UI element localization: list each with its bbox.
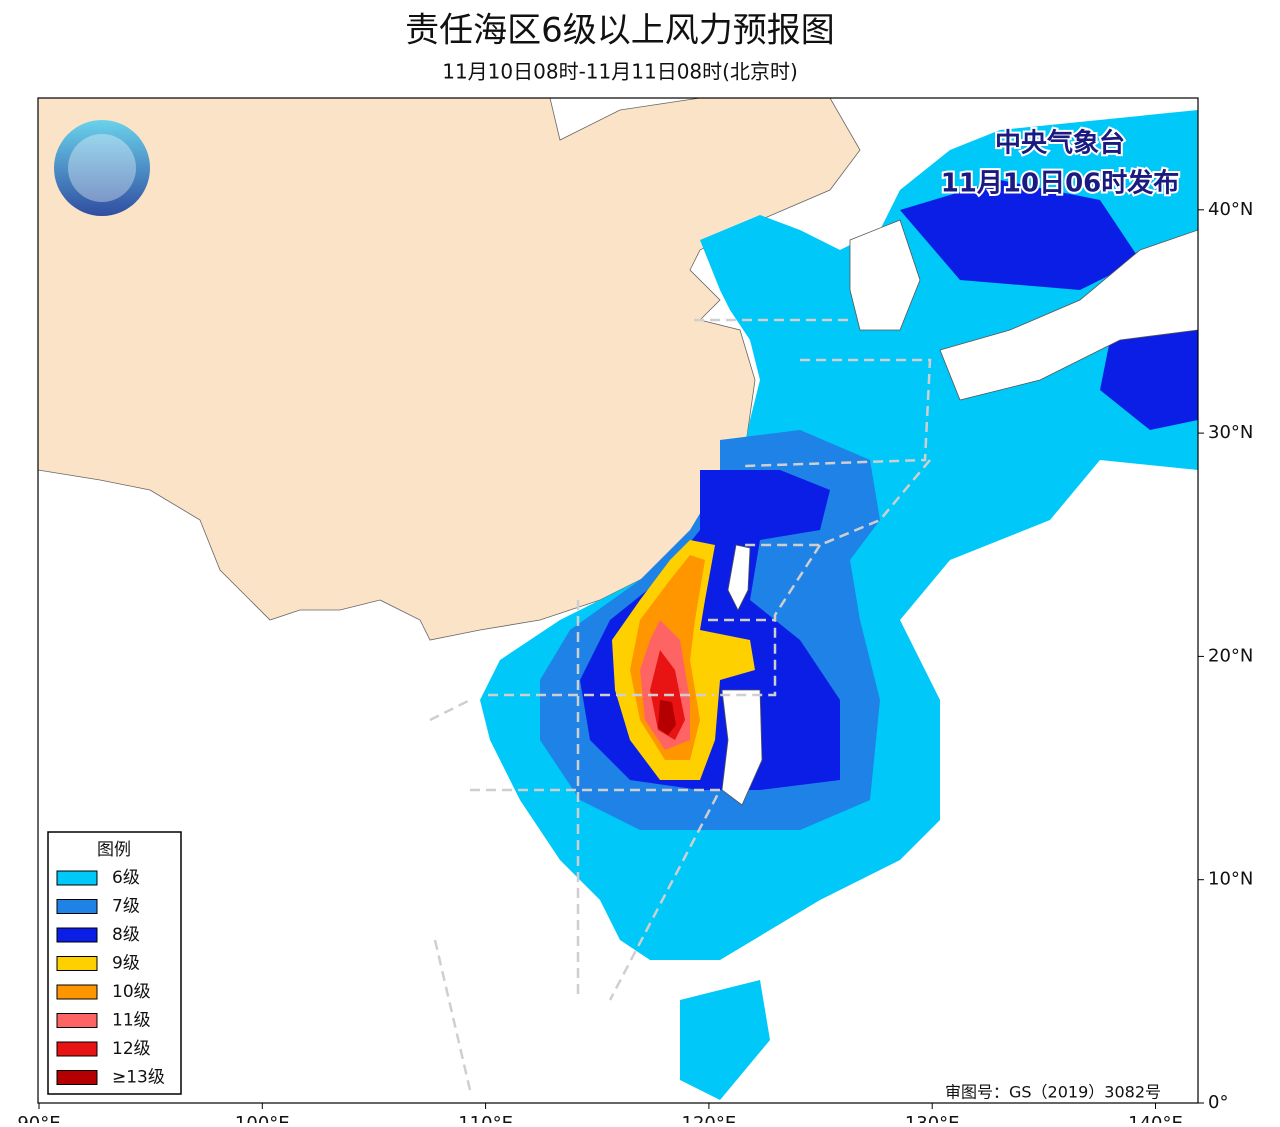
legend-swatch <box>56 870 98 886</box>
lat-label: 0° <box>1208 1092 1228 1113</box>
issuer-agency: 中央气象台 <box>995 128 1125 159</box>
legend-label: 8级 <box>112 925 140 945</box>
lat-label: 10°N <box>1208 869 1253 890</box>
issuer-time: 11月10日06时发布 <box>941 168 1180 199</box>
lon-label: 110°E <box>458 1113 513 1123</box>
wind-zones <box>480 110 1198 1100</box>
legend-swatch <box>56 1041 98 1057</box>
title: 责任海区6级以上风力预报图 <box>405 11 835 51</box>
legend-label: 9级 <box>112 954 140 974</box>
wind-zone <box>900 180 1140 290</box>
subtitle: 11月10日08时-11月11日08时(北京时) <box>442 60 798 84</box>
legend: 图例 6级 7级 8级 9级 10级 11级 12级 ≥13级 <box>47 831 182 1095</box>
legend-swatch <box>56 984 98 1000</box>
review-number: 审图号：GS（2019）3082号 <box>945 1083 1161 1102</box>
legend-swatch <box>56 927 98 943</box>
legend-swatch <box>56 1013 98 1028</box>
lon-label: 100°E <box>235 1113 290 1123</box>
legend-label: ≥13级 <box>112 1068 165 1088</box>
lon-label: 120°E <box>682 1113 737 1123</box>
lat-label: 20°N <box>1208 645 1253 666</box>
legend-title: 图例 <box>97 840 131 860</box>
lon-label: 140°E <box>1128 1113 1183 1123</box>
lon-label: 90°E <box>17 1113 60 1123</box>
legend-swatch <box>56 1070 98 1085</box>
wind-zone <box>1100 330 1198 430</box>
legend-label: 6级 <box>112 868 140 888</box>
legend-label: 11级 <box>112 1011 151 1031</box>
legend-label: 12级 <box>112 1039 151 1059</box>
wind-zone <box>658 700 676 735</box>
legend-label: 7级 <box>112 897 140 917</box>
lat-label: 40°N <box>1208 199 1253 220</box>
map-area <box>38 98 1198 1103</box>
issuer: 中央气象台 11月10日06时发布 <box>939 126 1182 201</box>
lon-label: 130°E <box>905 1113 960 1123</box>
legend-swatch <box>56 956 98 971</box>
map-frame <box>37 97 1199 1104</box>
legend-label: 10级 <box>112 982 151 1002</box>
legend-swatch <box>56 899 98 914</box>
wind-zone <box>680 980 770 1100</box>
lat-label: 30°N <box>1208 422 1253 443</box>
